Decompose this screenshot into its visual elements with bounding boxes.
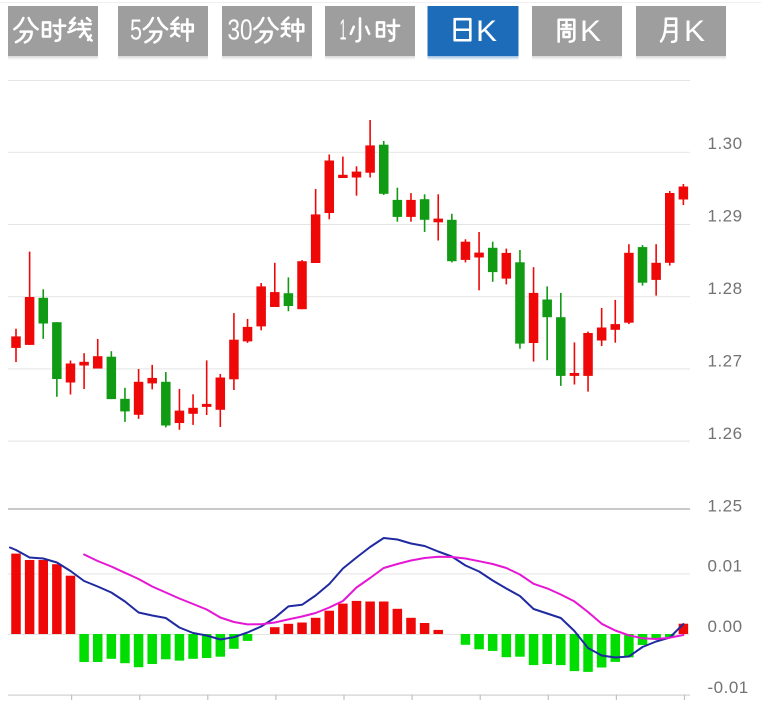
svg-text:0.01: 0.01 — [708, 557, 743, 576]
svg-text:1.29: 1.29 — [708, 207, 743, 226]
svg-text:K: K — [684, 15, 705, 48]
svg-text:1.30: 1.30 — [708, 134, 743, 153]
svg-text:K: K — [580, 15, 601, 48]
svg-text:1: 1 — [340, 14, 347, 46]
svg-text:1.28: 1.28 — [708, 279, 743, 298]
svg-text:5: 5 — [130, 14, 142, 46]
svg-text:1.25: 1.25 — [708, 497, 743, 516]
svg-text:-0.01: -0.01 — [708, 678, 749, 697]
svg-text:0.00: 0.00 — [708, 617, 743, 636]
svg-text:30: 30 — [228, 14, 253, 46]
svg-text:1.26: 1.26 — [708, 424, 743, 443]
svg-text:K: K — [476, 15, 497, 48]
svg-text:1.27: 1.27 — [708, 352, 743, 371]
